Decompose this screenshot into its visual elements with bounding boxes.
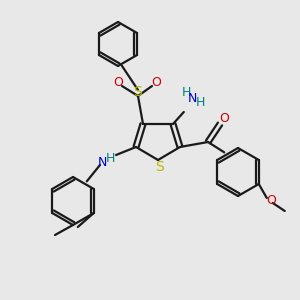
Text: H: H: [195, 95, 205, 109]
Text: N: N: [187, 92, 197, 106]
Text: O: O: [151, 76, 161, 88]
Text: O: O: [266, 194, 276, 208]
Text: O: O: [113, 76, 123, 88]
Text: H: H: [105, 152, 115, 164]
Text: S: S: [134, 85, 142, 99]
Text: O: O: [219, 112, 229, 125]
Text: H: H: [181, 86, 191, 100]
Text: N: N: [97, 157, 107, 169]
Text: S: S: [154, 160, 164, 174]
